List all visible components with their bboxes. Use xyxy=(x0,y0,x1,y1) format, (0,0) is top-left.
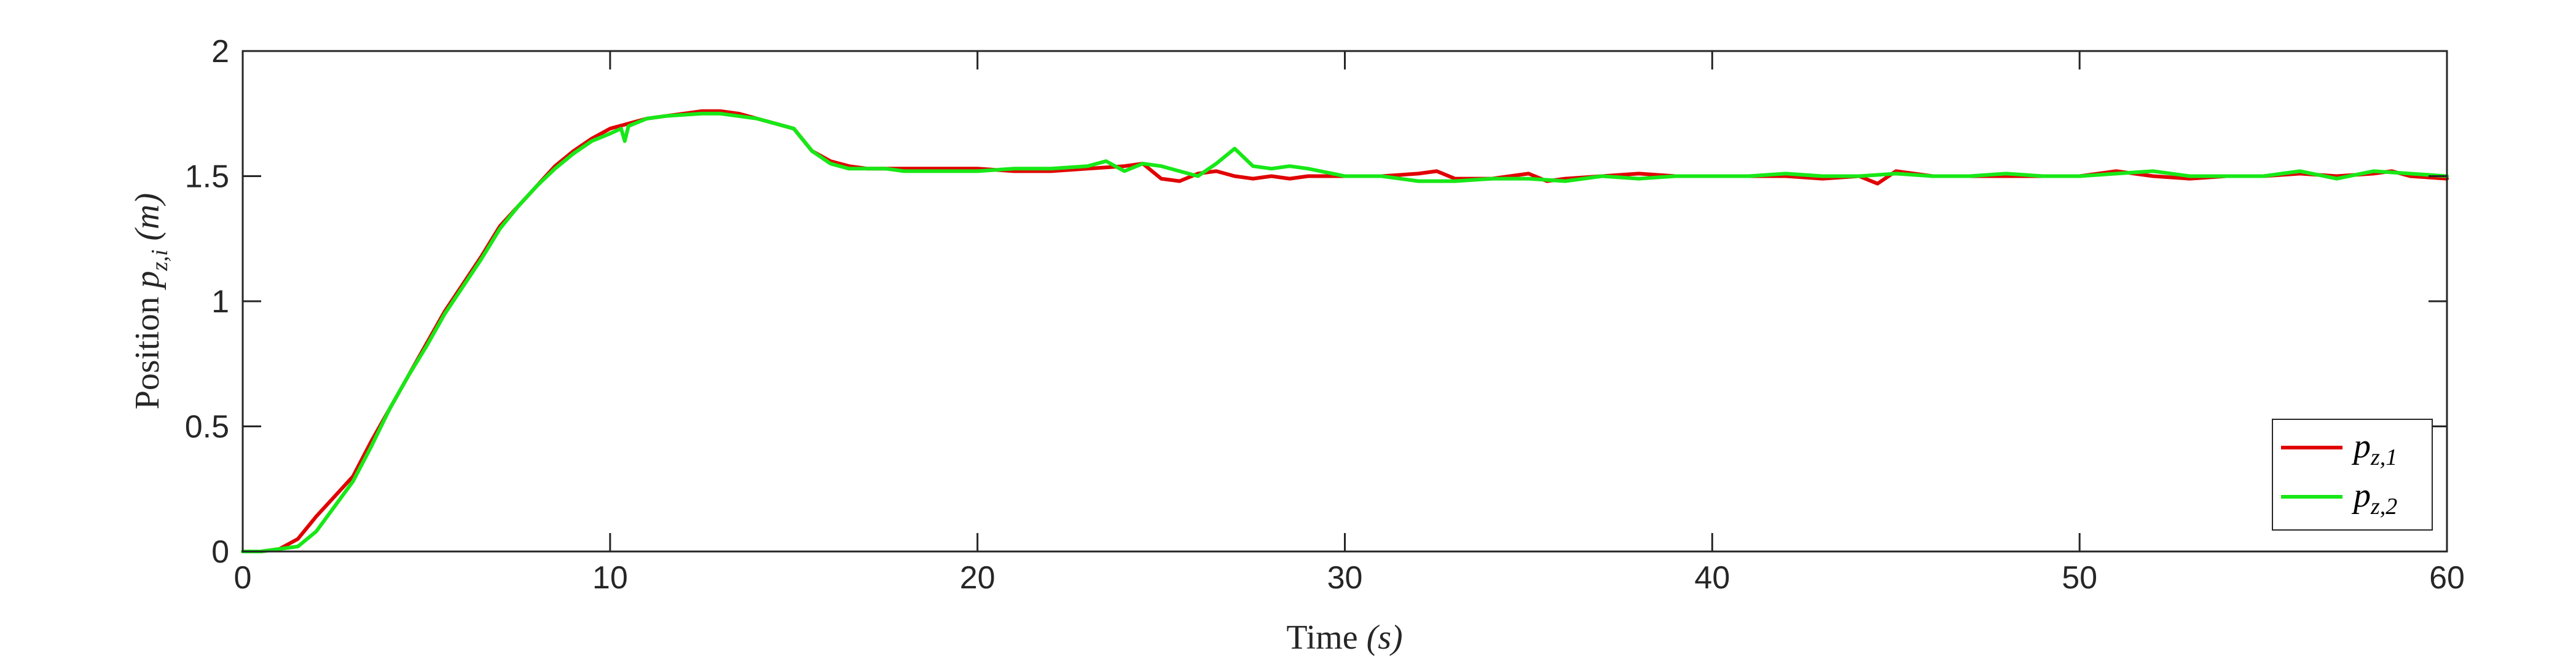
series-layer xyxy=(241,109,2449,553)
y-tick-label: 0.5 xyxy=(185,409,229,445)
x-axis-label: Time (s) xyxy=(1286,619,1402,657)
x-tick-label: 50 xyxy=(2062,560,2097,596)
legend-subscript-series-2: z,2 xyxy=(2370,494,2397,520)
y-axis-label-text: Position xyxy=(128,288,167,409)
series-line-2 xyxy=(241,111,2449,553)
y-axis-label-subscript: z,i xyxy=(147,250,173,272)
y-axis-label-unit: (m) xyxy=(128,193,167,250)
y-axis-label-symbol: p xyxy=(128,271,167,290)
x-tick-label: 20 xyxy=(960,560,995,596)
y-tick-label: 1 xyxy=(211,284,229,320)
y-tick-label: 2 xyxy=(211,34,229,69)
x-tick-label: 40 xyxy=(1694,560,1730,596)
tick-layer: 0 10 20 30 40 50 60 0 0.5 1 1.5 2 xyxy=(185,34,2465,596)
legend-box xyxy=(2272,419,2433,531)
x-tick-label: 0 xyxy=(234,560,252,596)
legend-symbol-series-1: p xyxy=(2351,427,2371,465)
x-tick-label: 60 xyxy=(2429,560,2465,596)
plot-background xyxy=(243,51,2447,551)
legend-symbol-series-2: p xyxy=(2351,476,2371,515)
y-tick-label: 1.5 xyxy=(185,159,229,195)
legend-label-series-1: pz,1 xyxy=(2351,427,2397,470)
y-tick-label: 0 xyxy=(211,534,229,570)
y-axis-label: Position pz,i (m) xyxy=(128,193,173,409)
legend-label-series-2: pz,2 xyxy=(2351,476,2397,520)
x-tick-label: 10 xyxy=(592,560,628,596)
x-tick-label: 30 xyxy=(1327,560,1363,596)
x-axis-label-text: Time xyxy=(1286,619,1366,657)
x-axis-label-unit: (s) xyxy=(1367,619,1403,657)
legend-subscript-series-1: z,1 xyxy=(2370,445,2397,470)
legend: pz,1 pz,2 xyxy=(2272,419,2433,531)
